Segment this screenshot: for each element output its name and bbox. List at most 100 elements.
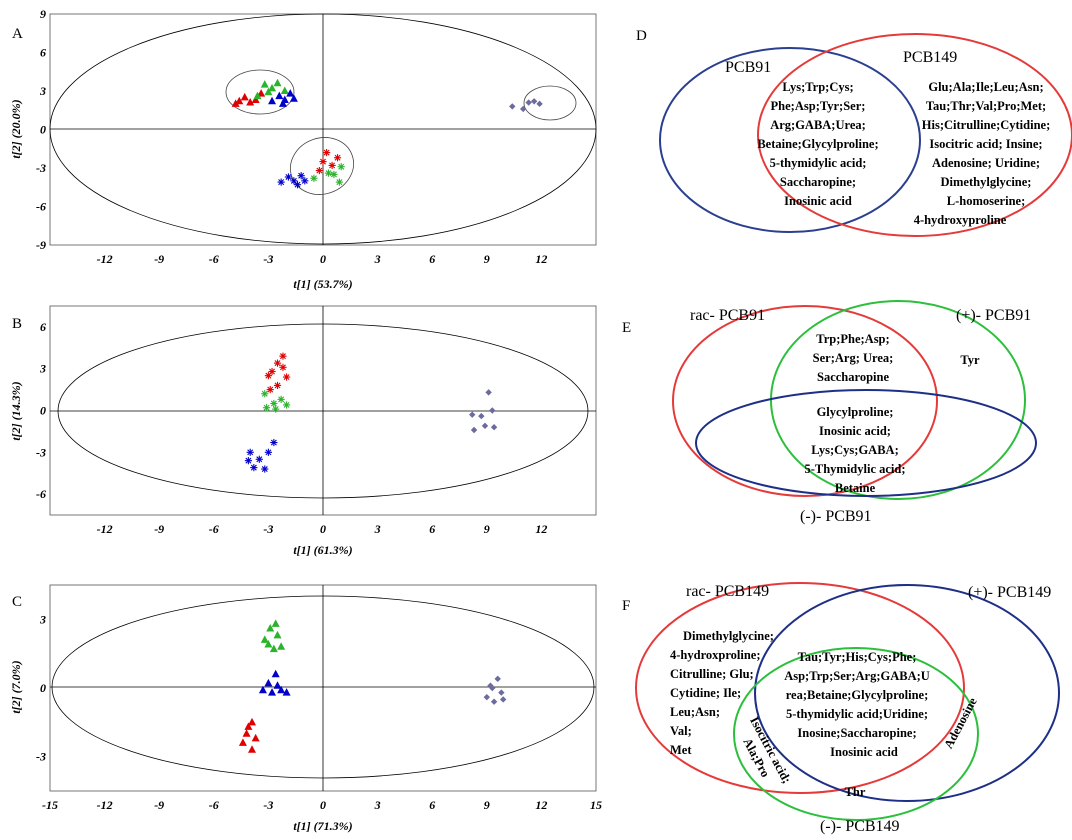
venn-text-line: 5-thymidylic acid; <box>770 156 867 170</box>
triangle-point <box>273 78 282 87</box>
venn-text-line: Glu;Ala;Ile;Leu;Asn; <box>928 80 1043 94</box>
venn-text-line: Tau;Thr;Val;Pro;Met; <box>926 99 1046 113</box>
diamond-point <box>536 100 543 108</box>
venn-title-minus-pcb91: (-)- PCB91 <box>800 508 872 525</box>
x-tick-label: 12 <box>535 798 547 812</box>
venn-text-line: Citrulline; Glu; <box>670 667 754 681</box>
y-axis-label-a: t[2] (20.0%) <box>9 99 23 158</box>
diamond-point <box>490 698 498 705</box>
venn-text-line: rea;Betaine;Glycylproline; <box>786 688 929 702</box>
y-tick-label: 6 <box>40 46 46 60</box>
venn-text-line: Met <box>670 743 692 757</box>
diamond-point <box>520 105 527 113</box>
triangle-point <box>277 685 286 694</box>
diamond-point <box>509 103 516 110</box>
triangle-point <box>248 745 257 753</box>
star-point <box>273 359 282 367</box>
venn-f-all-three-list: Tau;Tyr;His;Cys;Phe; Asp;Trp;Ser;Arg;GAB… <box>784 650 930 759</box>
diamond-point <box>489 407 496 414</box>
star-point <box>246 448 254 456</box>
triangle-point <box>269 644 278 653</box>
star-point <box>272 405 280 413</box>
triangle-point <box>260 635 269 643</box>
star-point <box>283 373 291 381</box>
x-tick-label: -9 <box>154 798 164 812</box>
star-point <box>310 174 318 182</box>
x-tick-label: -12 <box>97 798 113 812</box>
triangle-point <box>242 729 251 737</box>
y-tick-label: 6 <box>40 320 46 334</box>
y-axis-label-c: t[2] (7.0%) <box>9 660 23 713</box>
venn-title-plus-pcb149: (+)- PCB149 <box>968 584 1051 601</box>
diamond-point <box>494 675 501 683</box>
diamond-point <box>530 98 538 105</box>
star-point <box>330 170 338 179</box>
y-tick-label: 0 <box>40 681 46 695</box>
venn-e-plus-only: Tyr <box>960 353 980 367</box>
star-point <box>266 386 274 394</box>
star-point <box>264 448 272 456</box>
x-tick-label: -6 <box>209 522 219 536</box>
venn-text-line: Betaine;Glycylproline; <box>757 137 878 151</box>
triangle-point <box>264 87 273 96</box>
y-tick-label: -6 <box>36 200 46 214</box>
venn-text-line: Phe;Asp;Tyr;Ser; <box>771 99 866 113</box>
x-tick-label: 0 <box>320 252 326 266</box>
y-tick-label: -3 <box>36 750 46 764</box>
venn-text-line: L-homoserine; <box>947 194 1025 208</box>
venn-text-line: Lys;Cys;GABA; <box>811 443 899 457</box>
venn-set-pcb91 <box>659 47 921 233</box>
x-tick-labels-b: -12 -9 -6 -3 0 3 6 9 12 <box>97 522 548 536</box>
star-point <box>301 177 309 185</box>
y-axis-label-b: t[2] (14.3%) <box>9 381 23 440</box>
x-tick-label: -6 <box>209 798 219 812</box>
scatter-points-a <box>231 78 543 189</box>
star-point <box>284 173 293 181</box>
star-point <box>261 465 269 473</box>
x-axis-label-b: t[1] (61.3%) <box>293 543 352 557</box>
y-tick-label: 0 <box>40 404 46 418</box>
star-point <box>270 438 278 447</box>
diamond-point <box>489 684 496 692</box>
star-point <box>255 455 263 463</box>
venn-text-line: Lys;Trp;Cys; <box>782 80 853 94</box>
star-point <box>244 457 252 465</box>
star-point <box>261 390 269 398</box>
venn-set-plus-pcb91 <box>770 300 1026 500</box>
venn-d-pcb149-list: Glu;Ala;Ile;Leu;Asn; Tau;Thr;Val;Pro;Met… <box>914 80 1051 227</box>
star-point <box>283 401 291 409</box>
venn-set-rac-pcb91 <box>672 305 938 497</box>
diamond-point <box>478 412 485 420</box>
triangle-point <box>273 681 282 689</box>
diamond-point <box>498 689 505 696</box>
venn-title-minus-pcb149: (-)- PCB149 <box>820 818 900 835</box>
venn-text-line: Inosinic acid <box>784 194 852 208</box>
y-tick-label: 3 <box>39 362 46 376</box>
star-point <box>324 169 333 177</box>
y-tick-label: -9 <box>36 238 46 252</box>
star-point <box>323 149 331 157</box>
score-plot-a: A -12 -9 -6 -3 0 3 6 9 12 -9 -6 -3 0 3 6 9 t[1] (53.7%… <box>9 7 597 291</box>
venn-text-line: Tau;Tyr;His;Cys;Phe; <box>798 650 917 664</box>
venn-text-line: Arg;GABA;Urea; <box>770 118 866 132</box>
star-point <box>335 178 343 186</box>
venn-text-line: Dimethylglycine; <box>683 629 774 643</box>
diamond-point <box>483 693 490 701</box>
venn-text-line: Val; <box>670 724 692 738</box>
x-tick-label: -12 <box>97 252 113 266</box>
x-axis-label-c: t[1] (71.3%) <box>293 819 352 833</box>
triangle-point <box>244 722 253 730</box>
score-plot-b: B -12 -9 -6 -3 0 3 6 9 12 -6 -3 0 3 6 t[1] (61.3%) t… <box>9 305 597 557</box>
venn-text-line: Inosine;Saccharopine; <box>797 726 916 740</box>
x-tick-label: -15 <box>42 798 58 812</box>
venn-text-line: Cytidine; Ile; <box>670 686 741 700</box>
triangle-point <box>238 738 247 746</box>
star-point <box>250 464 258 472</box>
x-tick-label: -3 <box>263 798 273 812</box>
y-tick-label: -6 <box>36 487 46 501</box>
venn-title-plus-pcb91: (+)- PCB91 <box>956 307 1031 324</box>
triangle-point <box>246 98 255 106</box>
star-point <box>333 154 342 162</box>
venn-diagram-f: F rac- PCB149 (+)- PCB149 (-)- PCB149 Di… <box>622 582 1060 835</box>
